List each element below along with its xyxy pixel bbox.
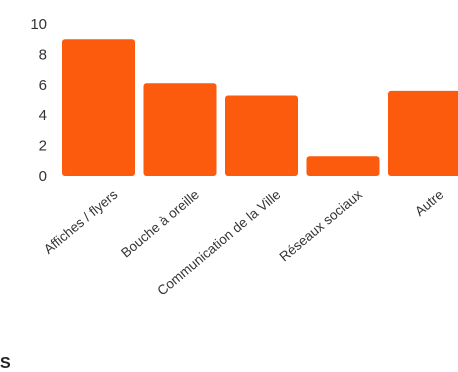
x-tick-label: Réseaux sociaux (277, 187, 366, 265)
y-tick-label: 0 (39, 168, 47, 185)
x-tick-label: Autre (412, 187, 446, 219)
y-tick-label: 8 (39, 46, 47, 63)
bar (388, 90, 458, 176)
y-axis: 0 2 4 6 8 10 (30, 16, 47, 185)
y-tick-label: 2 (39, 138, 47, 155)
bar (306, 156, 380, 176)
cutoff-heading-fragment: S (0, 355, 11, 372)
y-tick-label: 10 (30, 16, 47, 33)
bars (62, 39, 458, 177)
x-tick-label: Affiches / flyers (41, 187, 121, 257)
y-tick-label: 6 (39, 77, 47, 94)
x-tick-label: Bouche à oreille (118, 187, 202, 261)
bar (225, 95, 298, 176)
bar (143, 83, 217, 176)
bar (62, 39, 135, 177)
y-tick-label: 4 (39, 107, 47, 124)
